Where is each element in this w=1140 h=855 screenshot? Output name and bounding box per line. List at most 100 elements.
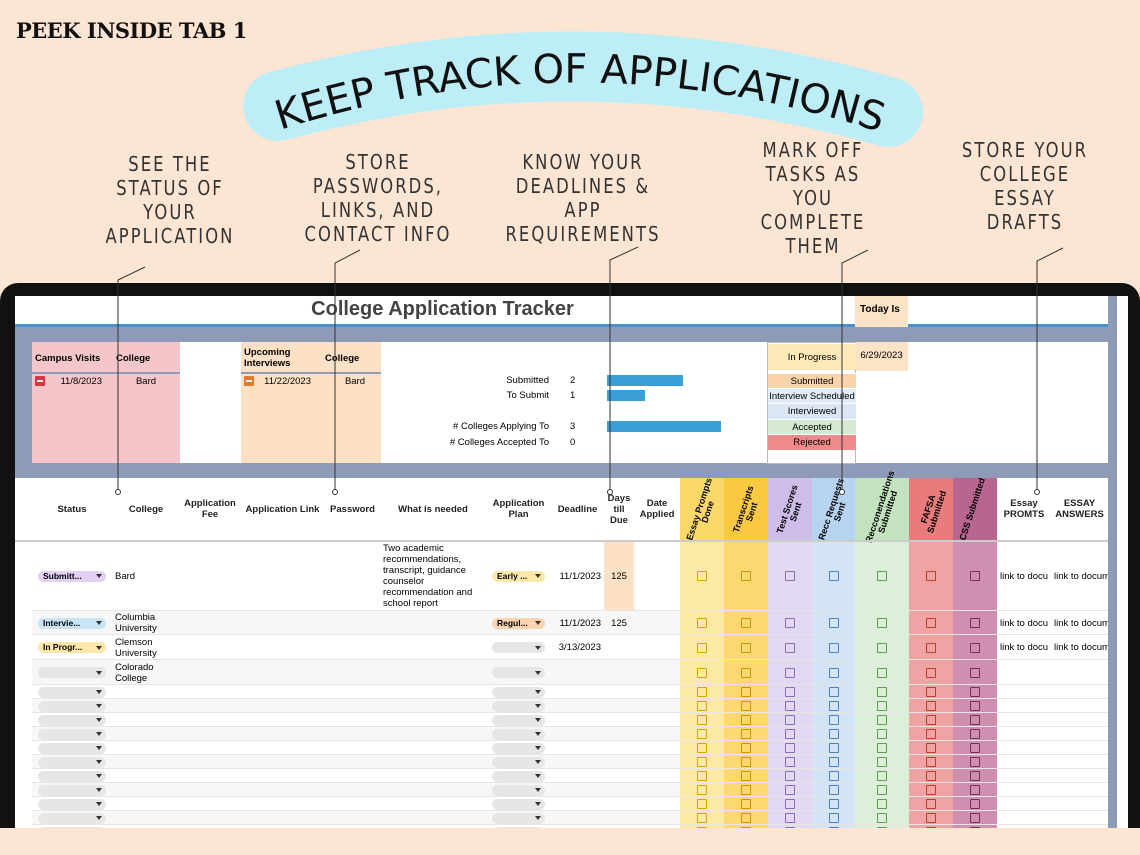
checkbox bbox=[828, 785, 839, 795]
callout-line: REQUIREMENTS bbox=[505, 222, 661, 246]
row-stripe bbox=[32, 755, 680, 769]
cell: link to docu bbox=[1000, 570, 1049, 582]
status-legend: Submitted bbox=[768, 373, 856, 388]
checkbox bbox=[697, 667, 707, 678]
checkbox bbox=[828, 715, 839, 725]
checkbox bbox=[970, 799, 980, 809]
row-stripe bbox=[32, 611, 680, 635]
dropdown bbox=[38, 826, 106, 828]
dropdown bbox=[492, 742, 545, 754]
dropdown: Submitt... bbox=[38, 570, 106, 582]
panel bbox=[32, 342, 180, 463]
row-rule bbox=[32, 684, 1108, 685]
checkbox bbox=[970, 827, 980, 828]
checkbox bbox=[697, 743, 707, 753]
banner: KEEP TRACK OF APPLICATIONS bbox=[243, 31, 923, 147]
checkbox bbox=[970, 618, 980, 628]
checkbox bbox=[877, 642, 887, 653]
checkbox bbox=[926, 687, 936, 697]
checkbox bbox=[741, 799, 751, 809]
checkbox bbox=[785, 743, 795, 753]
row-rule bbox=[32, 810, 1108, 811]
panel-cell: Bard bbox=[135, 376, 157, 387]
dropdown-arrow bbox=[96, 670, 102, 675]
cell: link to docume bbox=[1054, 642, 1108, 653]
summary-label: # Colleges Accepted To bbox=[449, 437, 549, 448]
cell: link to docu bbox=[1000, 617, 1049, 629]
checkbox bbox=[697, 618, 707, 628]
dropdown bbox=[492, 700, 545, 712]
checkbox bbox=[697, 571, 707, 581]
checkbox bbox=[970, 715, 980, 725]
checkbox bbox=[697, 785, 707, 795]
row-rule bbox=[32, 796, 1108, 797]
row-rule bbox=[32, 712, 1108, 713]
checkbox bbox=[926, 827, 936, 828]
panel-cell: 11/8/2023 bbox=[60, 376, 102, 387]
title-rule bbox=[15, 324, 1108, 327]
cell: link to docu bbox=[1000, 642, 1049, 653]
dropdown bbox=[492, 812, 545, 824]
checkbox bbox=[877, 729, 887, 739]
checkbox bbox=[926, 785, 936, 795]
checkbox bbox=[970, 701, 980, 711]
column-header-fill bbox=[680, 478, 724, 541]
status-legend: Interviewed bbox=[768, 403, 856, 419]
dropdown bbox=[492, 667, 545, 678]
callout-line: KNOW YOUR bbox=[522, 150, 644, 174]
dropdown-arrow bbox=[535, 670, 541, 675]
dropdown-arrow bbox=[96, 645, 102, 650]
dropdown bbox=[38, 784, 106, 796]
checkbox bbox=[926, 667, 936, 678]
cell: link to docume bbox=[1054, 570, 1108, 582]
column-header: Date Applied bbox=[639, 498, 675, 520]
band bbox=[15, 463, 1108, 478]
checkbox bbox=[970, 785, 980, 795]
checkbox bbox=[741, 715, 751, 725]
checkbox bbox=[828, 571, 839, 581]
cell: 11/1/2023 bbox=[559, 570, 601, 582]
column-header: Status bbox=[57, 503, 87, 515]
checkbox bbox=[785, 813, 795, 823]
row-rule bbox=[32, 698, 1108, 699]
column-header-fill bbox=[768, 478, 812, 541]
checkbox bbox=[785, 715, 795, 725]
checkbox bbox=[877, 771, 887, 781]
column-header: Deadline bbox=[557, 503, 598, 515]
checkbox bbox=[926, 799, 936, 809]
checkbox bbox=[970, 771, 980, 781]
checkbox bbox=[697, 701, 707, 711]
band bbox=[15, 342, 32, 463]
checkbox bbox=[877, 701, 887, 711]
cell: Clemson University bbox=[115, 636, 157, 659]
status-legend: Interview Scheduled bbox=[768, 388, 856, 403]
checkbox bbox=[697, 827, 707, 828]
row-rule bbox=[32, 768, 1108, 769]
checkbox bbox=[926, 743, 936, 753]
row-rule bbox=[32, 754, 1108, 755]
checkbox bbox=[785, 771, 795, 781]
status-legend: Rejected bbox=[768, 434, 856, 450]
dropdown bbox=[492, 798, 545, 810]
column-header-fill bbox=[909, 478, 953, 541]
checkbox bbox=[970, 813, 980, 823]
checkbox bbox=[785, 687, 795, 697]
checkbox bbox=[970, 729, 980, 739]
callout-line: COLLEGE bbox=[979, 162, 1071, 186]
band bbox=[15, 327, 1108, 342]
checkbox bbox=[877, 715, 887, 725]
checkbox bbox=[785, 618, 795, 628]
dropdown bbox=[38, 756, 106, 768]
column-header: Application Link bbox=[245, 503, 320, 515]
dropdown-arrow bbox=[535, 746, 541, 750]
row-rule bbox=[32, 824, 1108, 825]
checkbox bbox=[828, 743, 839, 753]
checkbox bbox=[697, 757, 707, 767]
row-stripe bbox=[32, 699, 680, 713]
dropdown: Regul... bbox=[492, 617, 545, 629]
summary-value: 3 bbox=[570, 421, 576, 432]
checkbox bbox=[828, 799, 839, 809]
column-header: Days till Due bbox=[607, 492, 631, 526]
dropdown-arrow bbox=[96, 690, 102, 694]
cell: 125 bbox=[611, 570, 627, 582]
